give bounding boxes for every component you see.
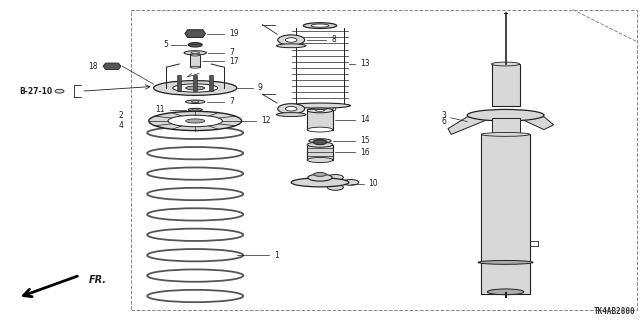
- Ellipse shape: [307, 127, 333, 132]
- Text: 9: 9: [258, 84, 263, 92]
- Text: B-27-10: B-27-10: [19, 87, 52, 96]
- Ellipse shape: [154, 81, 237, 95]
- Ellipse shape: [278, 104, 305, 114]
- Text: 17: 17: [229, 57, 239, 66]
- Ellipse shape: [285, 107, 297, 111]
- Ellipse shape: [290, 103, 351, 108]
- Ellipse shape: [186, 119, 205, 123]
- Bar: [492, 118, 520, 134]
- Text: 14: 14: [360, 116, 370, 124]
- Text: 2: 2: [119, 111, 124, 120]
- Ellipse shape: [276, 44, 306, 48]
- Ellipse shape: [285, 38, 297, 42]
- Bar: [193, 75, 197, 91]
- Ellipse shape: [188, 43, 202, 47]
- Ellipse shape: [186, 86, 205, 90]
- Ellipse shape: [192, 109, 198, 110]
- Ellipse shape: [184, 51, 206, 55]
- Ellipse shape: [278, 35, 305, 45]
- Ellipse shape: [303, 23, 337, 28]
- Text: 18: 18: [88, 62, 98, 71]
- Text: TK4AB2800: TK4AB2800: [593, 307, 635, 316]
- Ellipse shape: [190, 54, 200, 56]
- Bar: [481, 134, 530, 294]
- Ellipse shape: [316, 109, 324, 111]
- Text: 10: 10: [369, 180, 378, 188]
- Ellipse shape: [307, 108, 333, 113]
- Bar: [492, 64, 520, 106]
- Ellipse shape: [173, 84, 218, 92]
- Ellipse shape: [307, 157, 333, 163]
- Text: 7: 7: [229, 48, 234, 57]
- Ellipse shape: [481, 132, 530, 136]
- Ellipse shape: [55, 89, 64, 93]
- Text: 8: 8: [332, 36, 336, 44]
- Bar: [307, 145, 333, 160]
- Text: 19: 19: [229, 29, 239, 38]
- Ellipse shape: [291, 178, 349, 187]
- Bar: [190, 55, 200, 67]
- Ellipse shape: [307, 142, 333, 147]
- Text: 13: 13: [360, 60, 370, 68]
- Text: 16: 16: [360, 148, 370, 157]
- Ellipse shape: [191, 101, 199, 102]
- Polygon shape: [103, 63, 121, 69]
- Ellipse shape: [148, 111, 242, 131]
- Ellipse shape: [186, 100, 205, 103]
- Ellipse shape: [488, 289, 524, 295]
- Text: 7: 7: [229, 97, 234, 106]
- Text: 11: 11: [155, 105, 164, 114]
- Text: 15: 15: [360, 136, 370, 145]
- Ellipse shape: [467, 109, 544, 121]
- Ellipse shape: [168, 115, 223, 127]
- Ellipse shape: [188, 108, 202, 111]
- Text: 3: 3: [441, 111, 446, 120]
- Polygon shape: [520, 117, 554, 130]
- Ellipse shape: [308, 174, 332, 181]
- Ellipse shape: [314, 172, 326, 176]
- Text: 8: 8: [332, 104, 336, 113]
- Text: 4: 4: [118, 121, 124, 130]
- Ellipse shape: [492, 62, 520, 66]
- Polygon shape: [448, 117, 492, 134]
- Ellipse shape: [328, 174, 344, 180]
- Ellipse shape: [313, 140, 327, 145]
- Ellipse shape: [311, 24, 329, 27]
- Text: FR.: FR.: [88, 275, 106, 285]
- Bar: [177, 75, 181, 91]
- Ellipse shape: [478, 260, 533, 264]
- Text: 1: 1: [274, 251, 278, 260]
- Bar: [131, 10, 637, 310]
- Text: 6: 6: [441, 117, 446, 126]
- Ellipse shape: [191, 52, 200, 54]
- Ellipse shape: [328, 185, 344, 190]
- Ellipse shape: [309, 139, 332, 143]
- Ellipse shape: [343, 180, 359, 185]
- Ellipse shape: [276, 113, 306, 116]
- Ellipse shape: [190, 66, 200, 68]
- Polygon shape: [185, 30, 205, 37]
- Bar: [307, 110, 333, 130]
- Text: 12: 12: [261, 116, 271, 125]
- Bar: [209, 75, 213, 91]
- Text: 5: 5: [163, 40, 168, 49]
- Ellipse shape: [316, 140, 324, 141]
